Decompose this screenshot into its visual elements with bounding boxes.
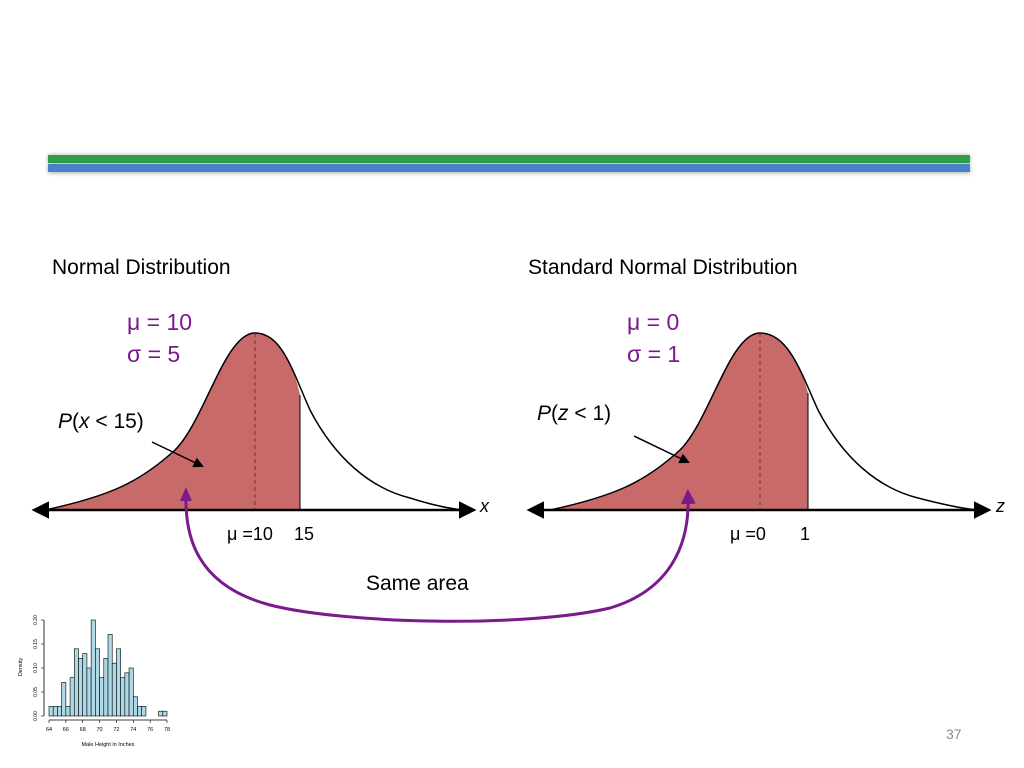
prob-var: x — [79, 410, 90, 433]
right-value-tick: 1 — [800, 524, 811, 544]
histogram-x-tick-label: 78 — [164, 727, 170, 733]
histogram-y-tick-label: 0.20 — [33, 615, 39, 625]
histogram-bar — [103, 658, 109, 717]
left-mu-label: μ = 10 — [127, 309, 193, 335]
histogram-bar — [162, 710, 168, 717]
histogram-y-tick-label: 0.00 — [33, 711, 39, 721]
histogram-x-ticks: 64 66 68 70 72 74 76 78 — [46, 720, 170, 733]
histogram-bar — [116, 648, 121, 717]
histogram-bar — [82, 653, 88, 717]
left-sigma-label: σ = 5 — [127, 341, 181, 367]
prob-p: P — [537, 402, 552, 425]
left-shaded-area — [45, 333, 300, 510]
histogram-bar — [78, 658, 84, 717]
left-distribution — [31, 332, 477, 519]
same-area-label: Same area — [366, 572, 469, 595]
left-value-tick: 15 — [294, 524, 315, 544]
right-heading: Standard Normal Distribution — [528, 256, 798, 279]
histogram-x-label: Male Height in Inches — [82, 742, 135, 748]
right-axis-variable: z — [996, 496, 1005, 516]
prob-rest: < 15) — [89, 410, 144, 433]
histogram-bar — [52, 706, 58, 717]
histogram-x-tick-label: 70 — [97, 727, 103, 733]
histogram-bar — [90, 619, 96, 717]
histogram-bar — [73, 648, 79, 717]
prob-paren: ( — [72, 410, 80, 433]
histogram-y-tick-label: 0.05 — [33, 687, 39, 697]
histogram-bars — [48, 619, 168, 717]
histogram-bar — [132, 696, 138, 717]
histogram-y-tick-label: 0.10 — [33, 663, 39, 673]
prob-var: z — [558, 402, 569, 425]
right-distribution — [526, 332, 992, 519]
left-probability-label: P(x < 15) — [58, 410, 144, 434]
histogram-bar — [120, 677, 126, 717]
same-area-arrowhead-left — [180, 487, 192, 501]
histogram-bar — [65, 706, 71, 717]
histogram-bar — [141, 706, 147, 717]
histogram-bar — [69, 677, 75, 717]
header-bar-blue — [48, 164, 970, 172]
left-heading: Normal Distribution — [52, 256, 231, 279]
histogram-bar — [107, 634, 113, 717]
right-shaded-area — [550, 333, 808, 510]
prob-p: P — [58, 410, 73, 433]
histogram-bar — [99, 677, 105, 717]
right-mean-tick: μ =0 — [730, 524, 766, 544]
right-bell-curve — [549, 332, 979, 511]
histogram-bar — [128, 667, 134, 717]
histogram-bar — [57, 706, 62, 717]
left-prob-pointer — [151, 441, 204, 468]
histogram-x-tick-label: 74 — [130, 727, 136, 733]
prob-paren: ( — [551, 402, 559, 425]
histogram-y-ticks: 0.00 0.05 0.10 0.15 0.20 — [33, 615, 44, 721]
histogram-bar — [61, 682, 67, 717]
page-number: 37 — [946, 726, 962, 742]
header-bar-green — [48, 155, 970, 163]
histogram-y-label: Density — [18, 658, 24, 677]
histogram-x-tick-label: 66 — [63, 727, 69, 733]
histogram-bar — [111, 662, 117, 717]
histogram-bar — [95, 648, 100, 717]
right-sigma-label: σ = 1 — [627, 341, 681, 367]
left-bell-curve — [44, 332, 466, 511]
histogram-bar — [86, 667, 92, 717]
histogram-y-tick-label: 0.15 — [33, 639, 39, 649]
left-mean-tick: μ =10 — [227, 524, 273, 544]
prob-rest: < 1) — [568, 402, 612, 425]
right-probability-label: P(z < 1) — [537, 402, 611, 426]
histogram-x-tick-label: 68 — [80, 727, 86, 733]
histogram-bar — [124, 672, 130, 717]
histogram-bar — [137, 706, 143, 717]
histogram-x-tick-label: 64 — [46, 727, 52, 733]
histogram-x-tick-label: 76 — [147, 727, 153, 733]
right-mu-label: μ = 0 — [627, 309, 680, 335]
histogram-x-tick-label: 72 — [113, 727, 119, 733]
histogram-bar — [158, 710, 164, 717]
left-axis-variable: x — [480, 496, 489, 516]
histogram-bar — [48, 706, 54, 717]
same-area-arrow — [184, 489, 696, 623]
right-prob-pointer — [633, 435, 690, 464]
